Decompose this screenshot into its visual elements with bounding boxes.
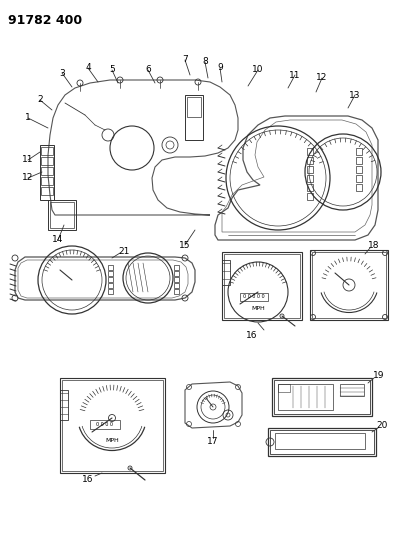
Bar bbox=[60, 390, 68, 420]
Text: 8: 8 bbox=[202, 58, 208, 67]
Bar bbox=[274, 380, 370, 414]
Bar bbox=[307, 184, 313, 191]
Bar bbox=[307, 148, 313, 155]
Bar bbox=[50, 202, 74, 228]
Text: 14: 14 bbox=[52, 236, 64, 245]
Bar bbox=[310, 250, 388, 320]
Text: 13: 13 bbox=[349, 91, 361, 100]
Text: 18: 18 bbox=[368, 241, 380, 251]
Bar bbox=[278, 384, 290, 392]
Text: 10: 10 bbox=[252, 66, 264, 75]
Bar bbox=[356, 148, 362, 155]
Bar bbox=[275, 433, 365, 449]
Bar bbox=[356, 157, 362, 164]
Bar bbox=[240, 293, 268, 301]
Bar bbox=[108, 265, 113, 270]
Text: 12: 12 bbox=[316, 74, 328, 83]
Text: 1: 1 bbox=[25, 114, 31, 123]
Bar bbox=[187, 97, 201, 117]
Bar bbox=[108, 283, 113, 288]
Bar bbox=[270, 430, 374, 454]
Bar bbox=[307, 193, 313, 200]
Bar bbox=[222, 260, 230, 285]
Text: 17: 17 bbox=[207, 438, 219, 447]
Bar bbox=[356, 184, 362, 191]
Bar bbox=[174, 283, 179, 288]
Text: 9: 9 bbox=[217, 63, 223, 72]
Bar bbox=[278, 384, 333, 410]
Text: 6: 6 bbox=[145, 66, 151, 75]
Bar bbox=[48, 200, 76, 230]
Bar bbox=[90, 420, 120, 429]
Text: 16: 16 bbox=[246, 332, 258, 341]
Bar bbox=[108, 289, 113, 294]
Text: 7: 7 bbox=[182, 55, 188, 64]
Text: 20: 20 bbox=[376, 421, 388, 430]
Bar bbox=[307, 175, 313, 182]
Text: 2: 2 bbox=[37, 95, 43, 104]
Bar bbox=[340, 384, 364, 396]
Bar bbox=[41, 157, 53, 165]
Text: 3: 3 bbox=[59, 69, 65, 77]
Bar bbox=[185, 95, 203, 140]
Bar bbox=[108, 277, 113, 282]
Bar bbox=[174, 265, 179, 270]
Text: 19: 19 bbox=[373, 370, 385, 379]
Text: 11: 11 bbox=[22, 156, 34, 165]
Bar bbox=[222, 252, 302, 320]
Bar bbox=[307, 157, 313, 164]
Text: 4: 4 bbox=[85, 63, 91, 72]
Text: 15: 15 bbox=[179, 240, 191, 249]
Bar bbox=[272, 378, 372, 416]
Bar bbox=[312, 252, 386, 318]
Bar bbox=[307, 166, 313, 173]
Text: MPH: MPH bbox=[251, 305, 265, 311]
Text: 11: 11 bbox=[289, 70, 301, 79]
Text: 21: 21 bbox=[119, 246, 130, 255]
Bar bbox=[174, 277, 179, 282]
Text: 0 0 0 0 0: 0 0 0 0 0 bbox=[243, 295, 265, 300]
Bar bbox=[356, 166, 362, 173]
Bar bbox=[41, 167, 53, 175]
Bar bbox=[224, 254, 300, 318]
Text: 91782 400: 91782 400 bbox=[8, 14, 82, 27]
Bar bbox=[41, 187, 53, 195]
Text: 0 0 0 0: 0 0 0 0 bbox=[97, 422, 113, 426]
Text: 5: 5 bbox=[109, 66, 115, 75]
Bar bbox=[268, 428, 376, 456]
Bar bbox=[174, 271, 179, 276]
Text: 16: 16 bbox=[82, 474, 94, 483]
Bar bbox=[108, 271, 113, 276]
Text: MPH: MPH bbox=[105, 438, 119, 442]
Bar bbox=[41, 147, 53, 155]
Bar bbox=[62, 380, 163, 471]
Text: 12: 12 bbox=[22, 174, 34, 182]
Bar bbox=[60, 378, 165, 473]
Bar bbox=[356, 175, 362, 182]
Bar bbox=[174, 289, 179, 294]
Bar bbox=[40, 145, 54, 200]
Bar bbox=[41, 177, 53, 185]
